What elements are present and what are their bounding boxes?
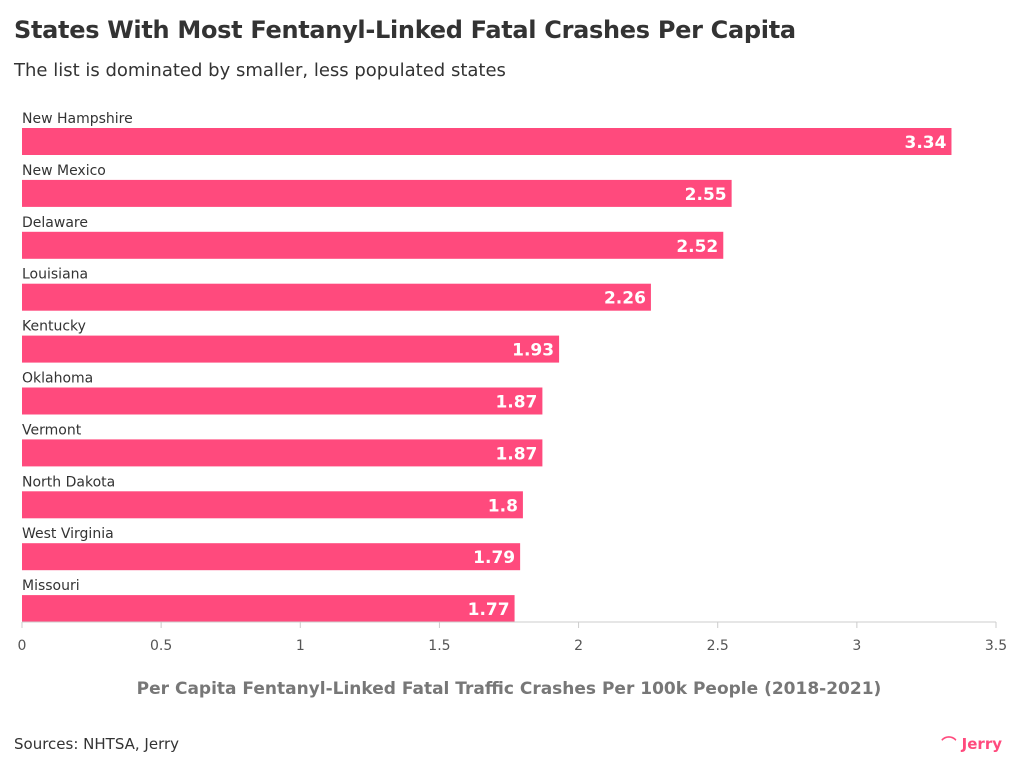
bar [22, 491, 523, 519]
category-label: Missouri [22, 578, 80, 594]
category-label: Vermont [22, 422, 82, 438]
x-tick-label: 3.5 [985, 638, 1007, 654]
x-tick-label: 3 [852, 638, 861, 654]
data-label: 1.79 [473, 548, 515, 568]
bar [22, 231, 724, 259]
sources-note: Sources: NHTSA, Jerry [14, 735, 180, 753]
category-label: Delaware [22, 215, 88, 231]
data-label: 1.77 [468, 600, 510, 620]
data-label: 1.87 [495, 444, 537, 464]
logo-text: Jerry [961, 735, 1002, 753]
bar [22, 335, 560, 363]
category-label: West Virginia [22, 526, 114, 542]
data-label: 3.34 [905, 133, 947, 153]
x-tick-label: 1 [296, 638, 305, 654]
category-label: Kentucky [22, 319, 86, 335]
data-label: 1.93 [512, 341, 554, 361]
wifi-arc-icon: ⌒ [941, 735, 957, 753]
category-label: New Mexico [22, 163, 106, 179]
chart-title: States With Most Fentanyl-Linked Fatal C… [14, 16, 796, 44]
bar [22, 283, 651, 311]
category-label: Louisiana [22, 267, 88, 283]
data-label: 1.8 [488, 496, 518, 516]
data-label: 2.26 [604, 289, 646, 309]
x-axis-title: Per Capita Fentanyl-Linked Fatal Traffic… [137, 679, 882, 699]
x-tick-label: 1.5 [428, 638, 450, 654]
bar [22, 387, 543, 415]
bar [22, 595, 515, 623]
category-label: Oklahoma [22, 371, 93, 387]
data-label: 2.55 [685, 185, 727, 205]
bar [22, 179, 732, 207]
category-label: North Dakota [22, 474, 115, 490]
jerry-logo: ⌒ Jerry [941, 733, 1002, 754]
x-tick-label: 0.5 [150, 638, 172, 654]
x-tick-label: 2 [574, 638, 583, 654]
data-label: 2.52 [676, 237, 718, 257]
x-tick-label: 2.5 [707, 638, 729, 654]
bar [22, 128, 952, 155]
x-tick-label: 0 [18, 638, 27, 654]
bar [22, 439, 543, 467]
category-label: New Hampshire [22, 111, 133, 127]
data-label: 1.87 [495, 393, 537, 413]
bar [22, 543, 521, 571]
chart-subtitle: The list is dominated by smaller, less p… [14, 60, 506, 81]
